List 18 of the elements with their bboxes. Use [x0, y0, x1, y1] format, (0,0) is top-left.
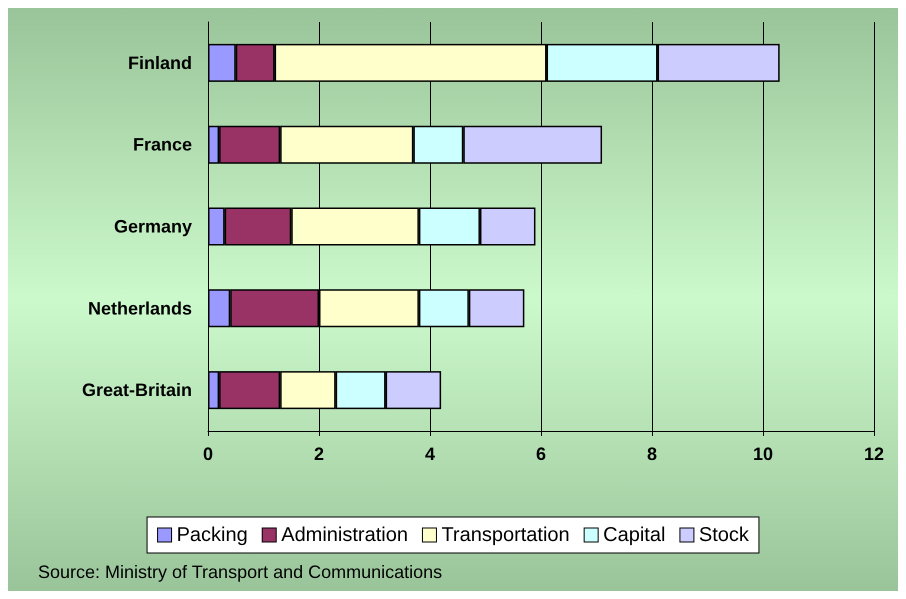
x-tick-label: 10	[752, 444, 774, 464]
y-tick-label: France	[132, 134, 192, 155]
x-tick-label: 4	[424, 444, 436, 464]
legend-label: Stock	[698, 524, 750, 546]
source-note: Source: Ministry of Transport and Communications	[38, 562, 442, 582]
x-tick-label: 12	[864, 444, 884, 464]
y-tick-label: Great-Britain	[82, 380, 192, 400]
y-tick-label: Germany	[114, 216, 192, 236]
x-tick-label: 8	[646, 444, 658, 464]
legend-label: Capital	[603, 524, 666, 546]
legend-label: Packing	[176, 524, 248, 546]
legend-label: Administration	[281, 524, 408, 546]
x-tick-label: 6	[536, 444, 546, 464]
x-tick-label: 0	[202, 444, 214, 464]
legend-label: Transportation	[441, 524, 570, 546]
y-tick-label: Netherlands	[88, 298, 192, 318]
y-tick-label: Finland	[128, 52, 192, 73]
x-tick-label: 2	[314, 444, 324, 464]
